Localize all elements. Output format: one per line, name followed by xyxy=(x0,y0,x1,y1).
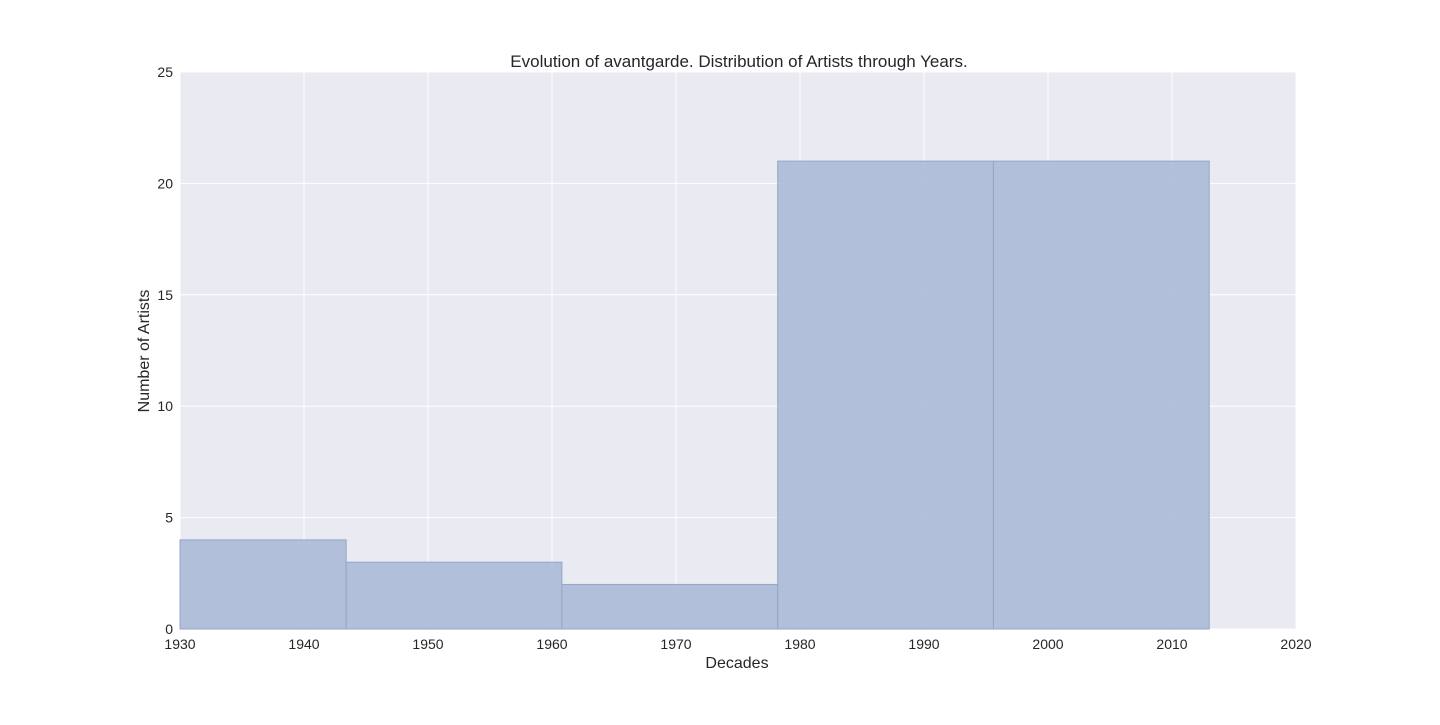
x-tick-label: 2000 xyxy=(1032,636,1063,652)
x-tick-label: 1930 xyxy=(164,636,195,652)
x-tick-label: 1980 xyxy=(784,636,815,652)
x-tick-label: 1970 xyxy=(660,636,691,652)
y-tick-label: 0 xyxy=(165,621,173,637)
y-tick-label: 15 xyxy=(157,287,173,303)
y-tick-label: 10 xyxy=(157,398,173,414)
y-tick-label: 25 xyxy=(157,64,173,80)
y-tick-label: 20 xyxy=(157,175,173,191)
y-tick-label: 5 xyxy=(165,510,173,526)
y-axis-label: Number of Artists xyxy=(136,290,153,413)
histogram-bar-2 xyxy=(345,561,563,630)
x-tick-label: 1950 xyxy=(412,636,443,652)
histogram-bar-1 xyxy=(179,539,347,630)
x-axis-label: Decades xyxy=(705,655,768,672)
histogram-bar-4 xyxy=(777,160,994,630)
histogram-bar-3 xyxy=(561,583,779,630)
x-tick-label: 1990 xyxy=(908,636,939,652)
x-tick-label: 2010 xyxy=(1156,636,1187,652)
x-tick-label: 1940 xyxy=(288,636,319,652)
histogram-bars xyxy=(179,160,1210,630)
chart-title: Evolution of avantgarde. Distribution of… xyxy=(510,52,967,71)
x-tick-label: 2020 xyxy=(1280,636,1311,652)
x-tick-label: 1960 xyxy=(536,636,567,652)
histogram-bar-5 xyxy=(992,160,1210,630)
x-axis-ticks: 1930 1940 1950 1960 1970 1980 1990 2000 2010 2020 xyxy=(164,636,1311,652)
y-axis-ticks: 0 5 10 15 20 25 xyxy=(157,64,173,637)
